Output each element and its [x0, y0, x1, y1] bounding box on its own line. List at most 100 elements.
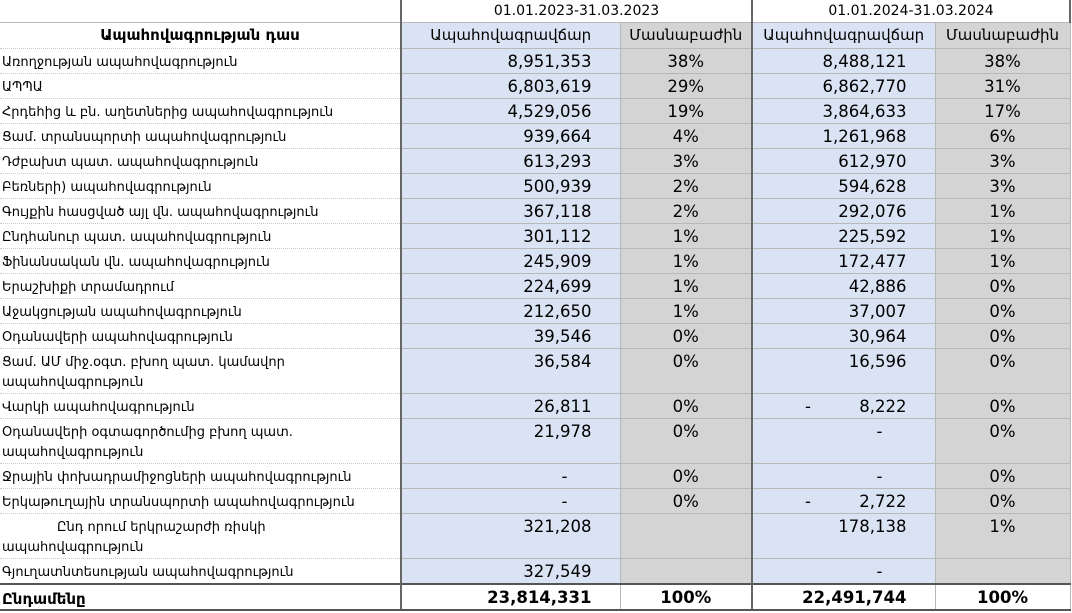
split-value: - 8,222 [757, 397, 907, 416]
label-line: Ընդ որում երկրաշարժի ռիսկի [57, 519, 266, 535]
premium-cell: 6,862,770 [751, 72, 936, 99]
share-cell: 0% [619, 322, 753, 349]
premium-cell: 22,491,744 [751, 582, 936, 611]
premium-cell: 500,939 [400, 172, 621, 199]
premium-cell: 613,293 [400, 147, 621, 174]
premium-cell: 36,584 [400, 347, 621, 394]
row-label: Ցամ. ԱՄ միջ.օգտ. բխող պատ. կամավոր ապահով… [0, 347, 402, 394]
share-cell: 17% [934, 97, 1071, 124]
share-cell: 0% [934, 392, 1071, 419]
row-label: Ջրային փոխադրամիջոցների ապահովագրություն [0, 462, 402, 489]
data-row: Վարկի ապահովագրություն 26,811 0% -8,222 0% [0, 392, 1071, 419]
data-row: ԱՊՊԱ 6,803,619 29% 6,862,770 31% [0, 72, 1071, 99]
data-row: Առողջության ապահովագրություն 8,951,353 38%… [0, 47, 1071, 74]
premium-cell: 8,488,121 [751, 47, 936, 74]
premium-cell: 3,864,633 [751, 97, 936, 124]
data-row: Դժբախտ պատ. ապահովագրություն 613,293 3% 612… [0, 147, 1071, 174]
premium-cell: - [400, 462, 621, 489]
row-label: Ընդամենը [0, 582, 402, 611]
row-label: Գյուղատնտեսության ապահովագրություն [0, 557, 402, 584]
row-label: Օդանավերի ապահովագրություն [0, 322, 402, 349]
share-cell: 0% [934, 297, 1071, 324]
premium-cell: 178,138 [751, 512, 936, 559]
column-header: Մասնաբաժին [934, 21, 1071, 49]
data-row: Բեռների) ապահովագրություն 500,939 2% 594,62… [0, 172, 1071, 199]
share-cell: 1% [934, 512, 1071, 559]
data-row: Աջակցության ապահովագրություն 212,650 1% 37,… [0, 297, 1071, 324]
premium-cell: 23,814,331 [400, 582, 621, 611]
premium-cell: 212,650 [400, 297, 621, 324]
share-cell [934, 557, 1071, 584]
data-row: Գյուղատնտեսության ապահովագրություն 327,54… [0, 557, 1071, 584]
premium-cell: 37,007 [751, 297, 936, 324]
share-cell: 2% [619, 197, 753, 224]
row-label: ԱՊՊԱ [0, 72, 402, 99]
data-row: Երկաթուղային տրանսպորտի ապահովագրություն… [0, 487, 1071, 514]
share-cell: 31% [934, 72, 1071, 99]
data-row: Ընդհանուր պատ. ապահովագրություն 301,112 1%… [0, 222, 1071, 249]
row-label: Ընդհանուր պատ. ապահովագրություն [0, 222, 402, 249]
premium-cell: 225,592 [751, 222, 936, 249]
row-label: Գույքին հասցված այլ վն. ապահովագրություն [0, 197, 402, 224]
premium-cell: 8,951,353 [400, 47, 621, 74]
share-cell: 0% [934, 347, 1071, 394]
premium-cell: 245,909 [400, 247, 621, 274]
premium-cell: 224,699 [400, 272, 621, 299]
premium-cell: 26,811 [400, 392, 621, 419]
label-line: Օդանավերի օգտագործումից բխող պատ. [2, 424, 293, 440]
label-line: ապահովագրություն [2, 444, 144, 460]
data-row: Ֆինանսական վն. ապահովագրություն 245,909 1%… [0, 247, 1071, 274]
data-row: Ջրային փոխադրամիջոցների ապահովագրություն… [0, 462, 1071, 489]
row-label: Ցամ. տրանսպորտի ապահովագրություն [0, 122, 402, 149]
premium-cell: 30,964 [751, 322, 936, 349]
premium-cell: 321,208 [400, 512, 621, 559]
row-label: Օդանավերի օգտագործումից բխող պատ. ապահովա… [0, 417, 402, 464]
premium-cell: 172,477 [751, 247, 936, 274]
row-label: Դժբախտ պատ. ապահովագրություն [0, 147, 402, 174]
column-header: Ապահովագրավճար [400, 21, 621, 49]
premium-cell: 42,886 [751, 272, 936, 299]
share-cell: 1% [934, 222, 1071, 249]
header-row: Ապահովագրության դաս Ապահովագրավճար Մասնաբա… [0, 21, 1071, 49]
share-cell: 0% [934, 462, 1071, 489]
share-cell: 1% [619, 297, 753, 324]
share-cell: 0% [934, 272, 1071, 299]
premium-cell: - 8,222 [751, 392, 936, 419]
premium-cell: 301,112 [400, 222, 621, 249]
share-cell [619, 512, 753, 559]
row-label: Երաշխիքի տրամադրում [0, 272, 402, 299]
data-row: Ցամ. տրանսպորտի ապահովագրություն 939,664 4… [0, 122, 1071, 149]
share-cell: 6% [934, 122, 1071, 149]
label-line: ապահովագրություն [2, 539, 144, 555]
value-part: - [805, 396, 811, 416]
row-label: Աջակցության ապահովագրություն [0, 297, 402, 324]
premium-cell: - 2,722 [751, 487, 936, 514]
share-cell: 19% [619, 97, 753, 124]
share-cell: 0% [619, 392, 753, 419]
premium-cell: 939,664 [400, 122, 621, 149]
share-cell: 0% [619, 462, 753, 489]
value-part: - [805, 491, 811, 511]
share-cell: 3% [934, 147, 1071, 174]
premium-cell: - [751, 557, 936, 584]
row-label: Ընդ որում երկրաշարժի ռիսկի ապահովագրությո… [0, 512, 402, 559]
row-label: Բեռների) ապահովագրություն [0, 172, 402, 199]
share-cell: 4% [619, 122, 753, 149]
premium-cell: - [400, 487, 621, 514]
data-row: Գույքին հասցված այլ վն. ապահովագրություն… [0, 197, 1071, 224]
premium-cell: 594,628 [751, 172, 936, 199]
period-header: 01.01.2024-31.03.2024 [751, 0, 1071, 23]
share-cell: 1% [619, 272, 753, 299]
label-line: ապահովագրություն [2, 374, 144, 390]
row-label: Հրդեհից և բն. աղետներից ապահովագրություն [0, 97, 402, 124]
header-row: 01.01.2023-31.03.2023 01.01.2024-31.03.20… [0, 0, 1071, 23]
data-row: Ցամ. ԱՄ միջ.օգտ. բխող պատ. կամավոր ապահով… [0, 347, 1071, 394]
data-row: Օդանավերի ապահովագրություն 39,546 0% 30,964… [0, 322, 1071, 349]
premium-cell: 327,549 [400, 557, 621, 584]
premium-cell: - [751, 417, 936, 464]
premium-cell: 21,978 [400, 417, 621, 464]
share-cell: 0% [934, 487, 1071, 514]
header-cell [0, 0, 402, 23]
share-cell: 38% [619, 47, 753, 74]
